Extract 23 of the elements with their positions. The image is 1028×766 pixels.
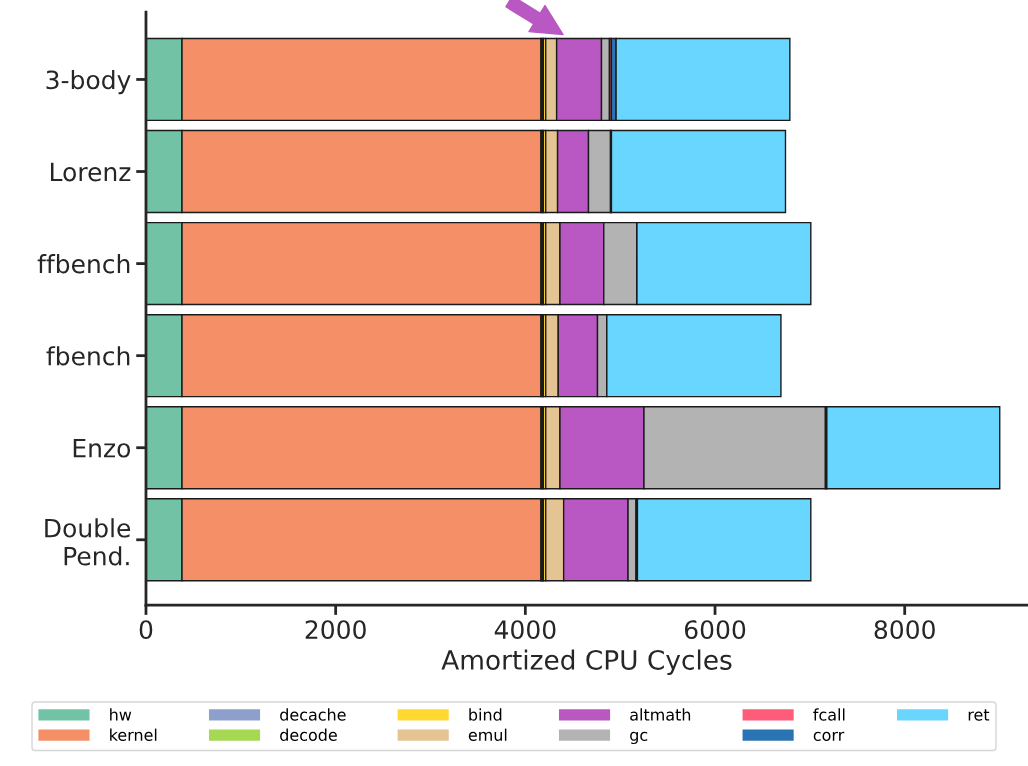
- legend-label: ret: [968, 709, 990, 721]
- y-tick-label: Double Pend.: [45, 518, 131, 566]
- y-tick-label: 3-body: [46, 69, 131, 95]
- legend-label: altmath: [630, 708, 691, 721]
- y-tick-label: Lorenz: [50, 162, 131, 182]
- y-tick-label: ffbench: [37, 254, 130, 274]
- legend-label: decache: [280, 708, 346, 721]
- legend-label: hw: [110, 708, 132, 721]
- x-axis-title: Amortized CPU Cycles: [441, 649, 732, 676]
- legend-label: fcall: [813, 708, 845, 721]
- y-tick-label: Enzo: [73, 438, 131, 458]
- x-tick-label: 8000: [874, 620, 935, 640]
- legend-label: decode: [280, 728, 337, 741]
- x-tick-label: 6000: [684, 620, 746, 640]
- legend-label: gc: [630, 731, 648, 745]
- legend-label: bind: [469, 708, 502, 721]
- y-tick-label: fbench: [46, 346, 130, 366]
- legend-label: corr: [813, 731, 845, 741]
- x-tick-label: 2000: [305, 620, 366, 640]
- x-tick-label: 0: [139, 620, 153, 640]
- legend-label: emul: [468, 728, 507, 741]
- legend-label: kernel: [110, 728, 157, 741]
- x-tick-label: 4000: [494, 620, 556, 640]
